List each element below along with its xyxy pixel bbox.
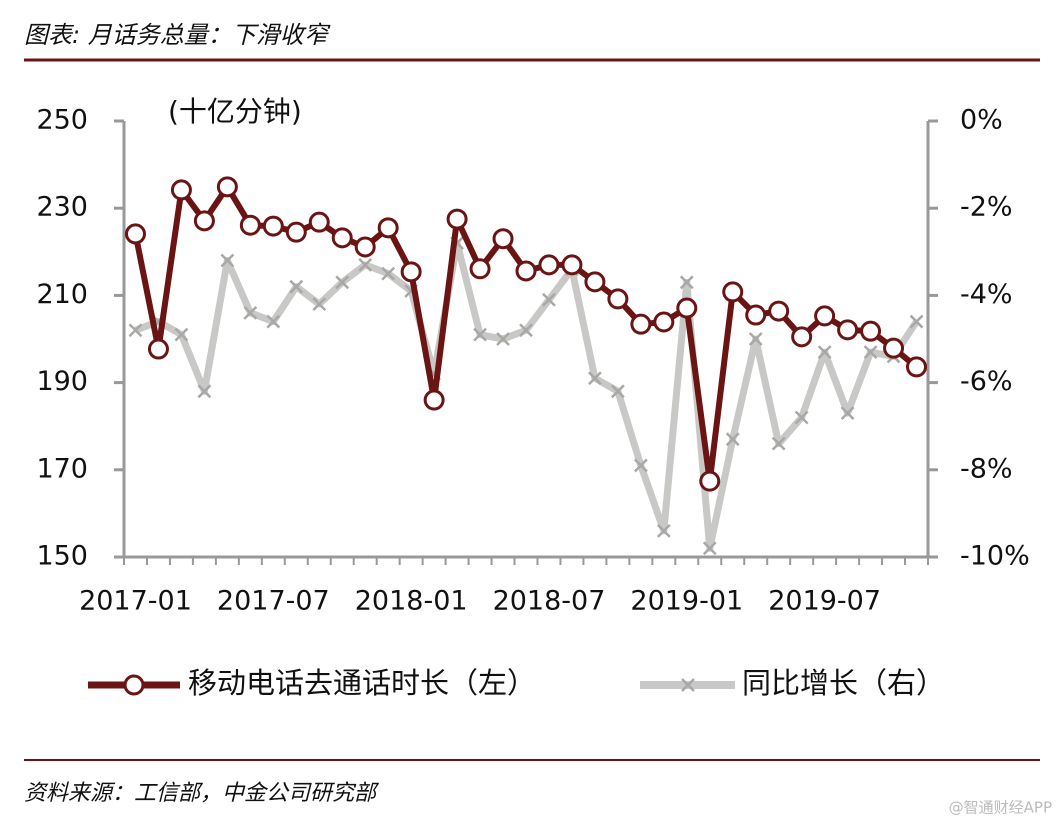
point bbox=[354, 236, 376, 258]
y2-tick-label: -10% bbox=[960, 541, 1030, 572]
point bbox=[611, 384, 625, 399]
point bbox=[909, 314, 924, 329]
point bbox=[633, 458, 648, 473]
y-tick-label: 170 bbox=[36, 453, 88, 484]
y2-tick-label: 0% bbox=[960, 105, 1003, 136]
point bbox=[860, 320, 882, 342]
point bbox=[124, 223, 146, 245]
point bbox=[262, 215, 284, 237]
legend-marker bbox=[123, 674, 145, 696]
point bbox=[469, 258, 491, 280]
y-tick-label: 250 bbox=[36, 105, 88, 136]
y-tick-label: 230 bbox=[36, 192, 88, 223]
point bbox=[722, 281, 744, 303]
point bbox=[174, 327, 189, 342]
point bbox=[542, 292, 556, 307]
x-tick-label: 2019-07 bbox=[768, 586, 881, 617]
legend-marker bbox=[681, 678, 695, 692]
point bbox=[243, 305, 258, 320]
x-tick-label: 2017-07 bbox=[217, 586, 330, 617]
point bbox=[496, 332, 510, 346]
y-tick-label: 150 bbox=[36, 541, 88, 572]
point bbox=[840, 406, 855, 421]
point bbox=[745, 304, 767, 326]
point bbox=[588, 371, 602, 386]
point bbox=[128, 323, 143, 338]
y-tick-label: 190 bbox=[36, 366, 88, 397]
point bbox=[817, 345, 832, 359]
y2-tick-label: -6% bbox=[960, 366, 1013, 397]
point bbox=[519, 323, 533, 338]
series-line bbox=[134, 239, 920, 552]
point bbox=[515, 260, 537, 282]
point bbox=[473, 327, 487, 342]
point bbox=[814, 305, 836, 327]
point bbox=[446, 208, 468, 230]
point bbox=[863, 345, 878, 359]
x-tick-label: 2018-01 bbox=[355, 586, 468, 617]
point bbox=[656, 523, 671, 538]
x-tick-label: 2018-07 bbox=[493, 586, 606, 617]
point bbox=[768, 300, 790, 322]
y2-tick-label: -4% bbox=[960, 279, 1013, 310]
chart-title: 图表: 月话务总量：下滑收窄 bbox=[24, 21, 331, 49]
y2-tick-label: -8% bbox=[960, 453, 1013, 484]
point bbox=[538, 254, 560, 276]
watermark: @智通财经APP bbox=[949, 799, 1052, 817]
point bbox=[147, 338, 169, 360]
point bbox=[561, 254, 583, 276]
point bbox=[791, 326, 813, 348]
point bbox=[193, 210, 215, 232]
point bbox=[748, 332, 763, 346]
point bbox=[331, 227, 353, 249]
point bbox=[285, 221, 307, 243]
x-tick-label: 2019-01 bbox=[630, 586, 743, 617]
x-tick-label: 2017-01 bbox=[79, 586, 192, 617]
point bbox=[492, 228, 514, 250]
point bbox=[771, 436, 786, 451]
point bbox=[312, 297, 327, 312]
point bbox=[794, 410, 809, 425]
source: 资料来源：工信部，中金公司研究部 bbox=[24, 781, 380, 806]
point bbox=[699, 470, 721, 492]
y-tick-label: 210 bbox=[36, 279, 88, 310]
point bbox=[381, 266, 396, 281]
point bbox=[676, 297, 698, 319]
point bbox=[630, 313, 652, 335]
point bbox=[423, 389, 445, 411]
point bbox=[220, 253, 235, 268]
point bbox=[335, 275, 350, 290]
point bbox=[289, 279, 304, 294]
point bbox=[584, 271, 606, 293]
point bbox=[725, 432, 740, 447]
point bbox=[308, 211, 330, 233]
legend-label: 同比增长（右） bbox=[742, 666, 945, 700]
point bbox=[170, 179, 192, 201]
point bbox=[679, 275, 694, 290]
point bbox=[377, 217, 399, 239]
legend-label: 移动电话去通话时长（左） bbox=[188, 666, 536, 700]
point bbox=[883, 337, 905, 359]
point bbox=[837, 319, 859, 341]
point bbox=[607, 288, 629, 310]
point bbox=[400, 261, 422, 283]
point bbox=[358, 257, 373, 272]
point bbox=[653, 311, 675, 333]
point bbox=[266, 314, 281, 329]
y-unit: (十亿分钟) bbox=[168, 95, 302, 128]
point bbox=[239, 214, 261, 236]
point bbox=[197, 384, 212, 399]
point bbox=[906, 356, 928, 378]
point bbox=[216, 176, 238, 198]
y2-tick-label: -2% bbox=[960, 192, 1013, 223]
point bbox=[702, 541, 717, 556]
